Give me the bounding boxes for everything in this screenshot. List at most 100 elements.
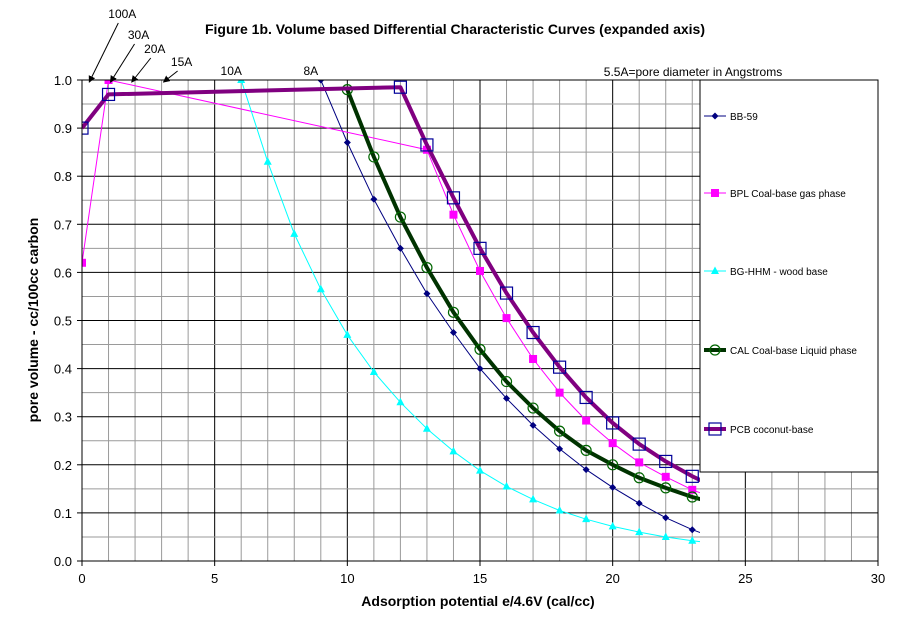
- y-tick-label: 0.0: [54, 554, 72, 569]
- data-point: [582, 416, 591, 425]
- legend-label: BG-HHM - wood base: [730, 267, 828, 278]
- data-point: [579, 390, 593, 405]
- y-tick-label: 0.9: [54, 121, 72, 136]
- data-point: [688, 485, 697, 494]
- data-point: [423, 290, 431, 298]
- data-point: [582, 514, 591, 523]
- data-point: [396, 397, 405, 406]
- data-point: [499, 286, 514, 300]
- data-point: [476, 466, 484, 474]
- pore-note: 5.5A=pore diameter in Angstroms: [604, 65, 782, 79]
- x-tick-label: 25: [738, 571, 752, 586]
- data-point: [552, 360, 567, 374]
- data-point: [635, 527, 644, 536]
- series-line: [240, 80, 700, 543]
- pore-label: 15A: [171, 55, 192, 69]
- data-point: [659, 454, 673, 469]
- legend-marker: [708, 422, 722, 436]
- legend-entries: BB-59 BPL Coal-base gas phase BG-HHM - woo…: [704, 112, 857, 436]
- legend-marker: [709, 344, 721, 356]
- data-point: [422, 145, 431, 154]
- data-point: [422, 424, 431, 432]
- legend: [699, 79, 879, 473]
- x-tick-label: 30: [871, 571, 885, 586]
- x-tick-label: 0: [78, 571, 85, 586]
- data-point: [686, 491, 698, 503]
- data-point: [688, 536, 697, 544]
- legend-marker: [711, 189, 719, 197]
- data-point: [529, 494, 538, 503]
- pore-arrow: [88, 22, 119, 83]
- series-line: [345, 88, 700, 502]
- series-0: [317, 80, 700, 534]
- data-point: [316, 284, 325, 293]
- pore-arrow: [162, 70, 178, 83]
- series-4: [82, 80, 700, 483]
- x-axis: 0 5 10 15 20 25 30: [78, 561, 885, 586]
- x-tick-label: 10: [340, 571, 354, 586]
- x-tick-label: 5: [211, 571, 218, 586]
- pore-label: 10A: [221, 64, 242, 78]
- pore-arrow: [131, 57, 152, 83]
- y-tick-label: 0.2: [54, 458, 72, 473]
- data-point: [503, 394, 511, 402]
- data-point: [502, 481, 511, 490]
- data-point: [556, 445, 564, 453]
- data-point: [290, 229, 299, 237]
- x-axis-title: Adsorption potential e/4.6V (cal/cc): [361, 593, 594, 609]
- data-point: [396, 244, 404, 252]
- data-point: [661, 472, 670, 481]
- legend-marker: [711, 266, 719, 274]
- legend-label: BPL Coal-base gas phase: [730, 189, 846, 200]
- legend-label: PCB coconut-base: [730, 425, 814, 436]
- data-point: [661, 532, 670, 540]
- legend-marker: [711, 112, 719, 120]
- x-tick-label: 15: [473, 571, 487, 586]
- data-point: [82, 121, 89, 135]
- plot-area: [82, 80, 700, 544]
- y-tick-label: 1.0: [54, 73, 72, 88]
- data-point: [473, 241, 487, 255]
- data-point: [446, 191, 461, 205]
- y-tick-label: 0.7: [54, 217, 72, 232]
- data-point: [662, 514, 670, 522]
- data-point: [476, 266, 484, 275]
- data-point: [582, 466, 590, 474]
- data-point: [343, 330, 352, 338]
- data-point: [635, 458, 644, 467]
- data-point: [393, 80, 407, 94]
- data-point: [317, 80, 325, 84]
- data-point: [555, 505, 564, 514]
- data-point: [606, 416, 620, 430]
- data-point: [447, 306, 460, 318]
- data-point: [609, 483, 617, 491]
- data-point: [263, 157, 272, 165]
- series-1: [82, 80, 700, 494]
- pore-label: 20A: [144, 42, 165, 56]
- data-point: [529, 421, 537, 429]
- data-point: [368, 151, 380, 163]
- data-point: [449, 210, 458, 219]
- data-point: [527, 402, 539, 414]
- y-tick-label: 0.3: [54, 410, 72, 425]
- series-3: [341, 84, 700, 503]
- data-point: [421, 261, 433, 274]
- data-point: [237, 80, 246, 83]
- y-axis-title: pore volume - cc/100cc carbon: [25, 218, 41, 423]
- data-point: [394, 211, 406, 223]
- data-point: [449, 446, 458, 455]
- data-point: [420, 138, 434, 152]
- pore-label: 8A: [303, 64, 318, 78]
- pore-arrow: [109, 43, 135, 83]
- data-point: [660, 482, 672, 494]
- legend-label: BB-59: [730, 112, 758, 123]
- data-point: [633, 472, 645, 484]
- data-point: [449, 329, 457, 337]
- data-point: [104, 80, 113, 84]
- x-tick-label: 20: [605, 571, 619, 586]
- data-point: [555, 388, 564, 397]
- data-point: [580, 444, 592, 456]
- y-axis: 0.0 0.1 0.2 0.3 0.4 0.5 0.6 0.7 0.8 0.9 1.0: [54, 73, 82, 569]
